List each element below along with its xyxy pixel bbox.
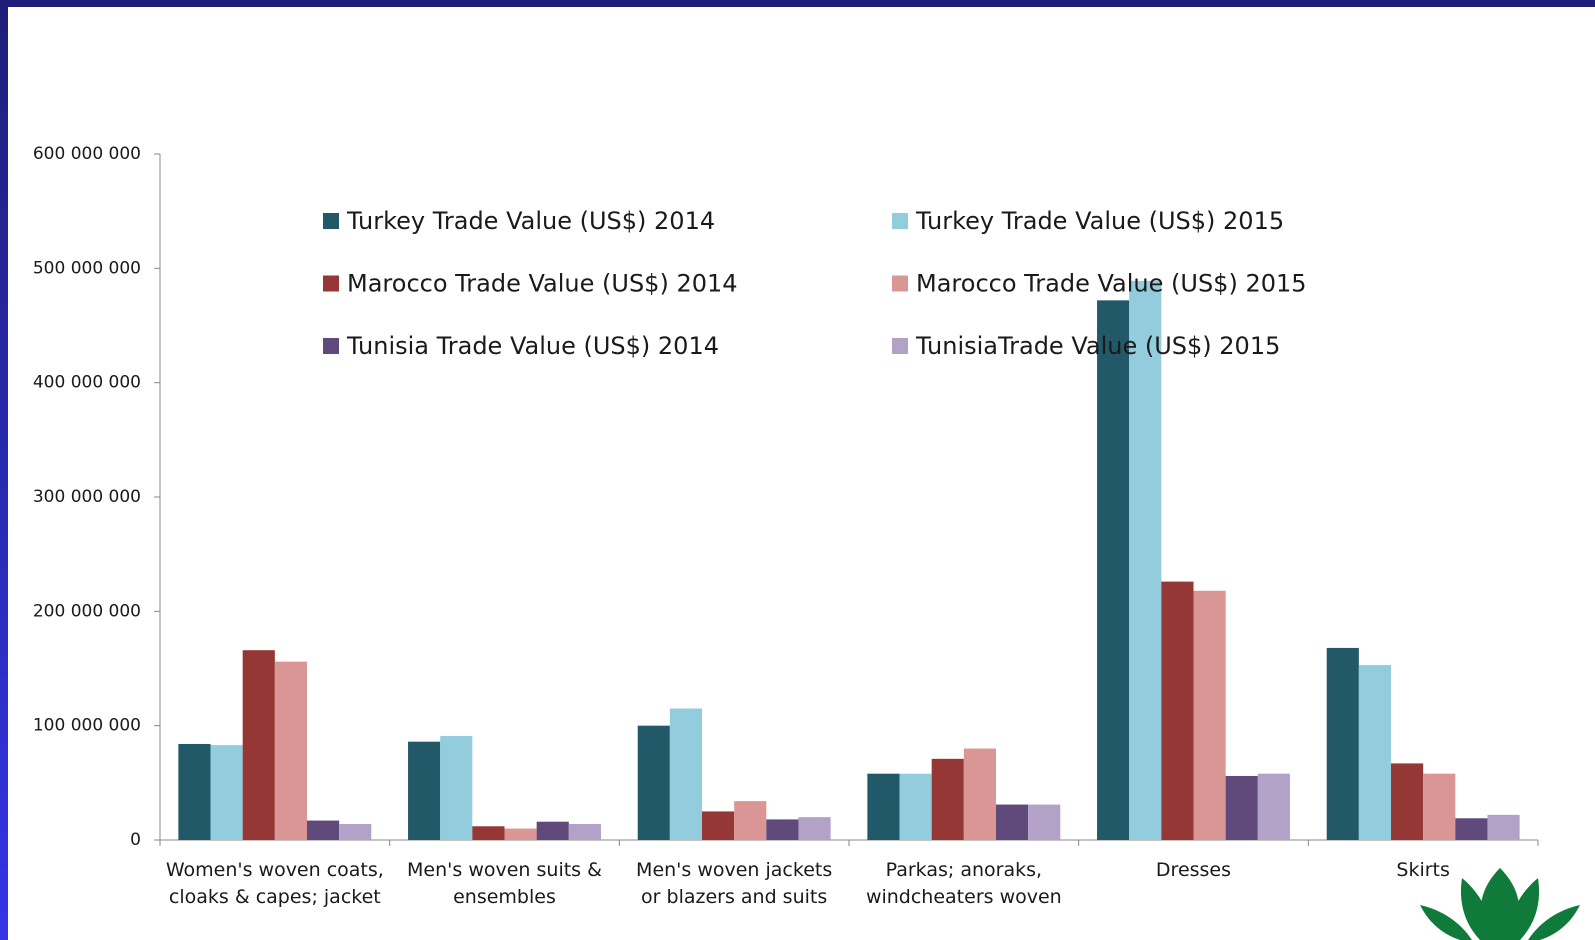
bar	[242, 650, 275, 840]
bar	[1193, 590, 1226, 840]
bar	[178, 743, 211, 840]
legend-label: Marocco Trade Value (US$) 2015	[916, 270, 1307, 298]
legend-label: Tunisia Trade Value (US$) 2014	[346, 332, 719, 360]
bar	[274, 661, 307, 840]
bar	[1161, 581, 1194, 840]
bar	[669, 708, 703, 840]
bar	[702, 811, 735, 840]
legend-swatch	[323, 338, 339, 354]
legend-swatch	[892, 213, 908, 229]
legend-label: Turkey Trade Value (US$) 2014	[346, 207, 715, 235]
bar	[1326, 647, 1359, 840]
bar	[1097, 300, 1130, 840]
x-tick-label: Men's woven suits & ensembles	[407, 859, 602, 908]
bar	[1423, 773, 1456, 840]
y-tick-label: 0	[130, 830, 141, 850]
y-tick-label: 200 000 000	[33, 601, 141, 621]
bar	[472, 826, 505, 840]
legend-label: Marocco Trade Value (US$) 2014	[347, 270, 738, 298]
bar	[637, 725, 670, 840]
legend-swatch	[892, 338, 908, 354]
bar	[1129, 280, 1162, 840]
legend-label: TunisiaTrade Value (US$) 2015	[915, 332, 1280, 360]
bar	[440, 735, 473, 840]
y-tick-label: 100 000 000	[33, 716, 141, 736]
bar	[306, 820, 340, 840]
bar	[1225, 775, 1258, 840]
x-tick-label: Dresses	[1155, 859, 1232, 881]
legend-swatch	[323, 275, 339, 292]
bar	[504, 828, 537, 840]
bar	[766, 819, 799, 840]
x-tick-label: Women's woven coats, cloaks & capes; jac…	[165, 859, 384, 908]
bar	[798, 817, 831, 840]
y-tick-label: 500 000 000	[33, 258, 141, 278]
x-tick-label: Men's woven jackets or blazers and suits	[636, 859, 833, 908]
bar	[734, 801, 767, 840]
legend-label: Turkey Trade Value (US$) 2015	[915, 207, 1284, 235]
bar	[1358, 665, 1392, 840]
bar	[1391, 763, 1424, 840]
x-tick-label: Parkas; anoraks, windcheaters woven	[865, 859, 1062, 908]
bar	[210, 745, 243, 840]
x-tick-label: Skirts	[1396, 859, 1450, 881]
legend-swatch	[323, 213, 339, 229]
bar	[1487, 814, 1520, 840]
bar	[899, 773, 932, 840]
bar	[568, 823, 601, 840]
legend: Turkey Trade Value (US$) 2014 Turkey Trad…	[323, 207, 1307, 360]
bar	[931, 758, 964, 840]
bar	[536, 821, 569, 840]
bar	[1257, 773, 1290, 840]
bar	[1028, 804, 1061, 840]
bar	[1455, 818, 1488, 840]
bar	[408, 741, 441, 840]
y-tick-label: 400 000 000	[33, 373, 141, 393]
y-tick-label: 600 000 000	[33, 144, 141, 164]
logo	[1420, 868, 1580, 940]
bar	[963, 748, 996, 840]
y-tick-label: 300 000 000	[33, 487, 141, 507]
bar	[867, 773, 900, 840]
bar	[339, 823, 372, 840]
bar	[995, 804, 1029, 840]
legend-swatch	[892, 275, 908, 292]
